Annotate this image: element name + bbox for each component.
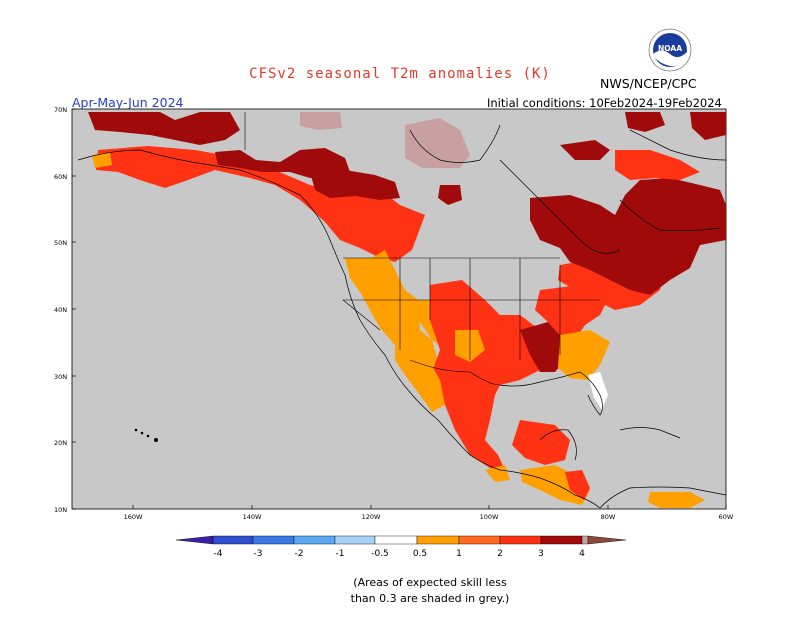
legend-swatch [540,535,583,545]
legend-arrow-low [175,535,214,545]
lat-tick-label: 60N [54,173,67,181]
season-label: Apr-May-Jun 2024 [72,95,184,110]
color-legend: -4 -3 -2 -1 -0.5 0.5 1 2 3 4 [175,535,627,559]
lon-tick-label: 100W [480,513,499,521]
anomaly-region [560,140,610,160]
noaa-logo-text: NOAA [658,44,682,53]
anomaly-region [520,322,565,372]
noaa-logo-icon: NOAA [648,28,692,72]
lat-tick-label: 70N [54,106,67,114]
anomaly-region [92,152,112,168]
anomaly-region [215,148,350,178]
lat-tick-label: 50N [54,239,67,247]
anomaly-region [535,285,610,340]
map-title: CFSv2 seasonal T2m anomalies (K) [249,66,551,82]
skill-note-line: (Areas of expected skill less [353,576,507,589]
anomaly-region [615,150,700,180]
anomaly-region [310,170,400,200]
anomaly-region [530,178,726,295]
lon-tick-label: 160W [124,513,143,521]
anomaly-region [345,250,440,372]
legend-tick-label: -2 [295,549,304,559]
legend-tick-label: -4 [214,549,223,559]
lon-tick-label: 120W [362,513,381,521]
lat-tick-label: 10N [54,506,67,514]
hawaii-islands [134,428,158,442]
legend-swatch [374,535,418,545]
legend-swatch [458,535,501,545]
legend-tick-label: 4 [579,549,585,559]
axis-ticks [72,108,727,510]
anomaly-region [395,345,445,412]
political-borders [244,112,600,386]
lat-tick-label: 20N [54,439,67,447]
anomaly-region [690,112,726,140]
initial-conditions-label: Initial conditions: 10Feb2024-19Feb2024 [487,96,722,110]
lat-tick-label: 40N [54,306,67,314]
legend-tick-label: 1 [456,549,462,559]
lon-tick-label: 80W [601,513,616,521]
legend-tick-label: -0.5 [371,549,389,559]
legend-tick-label: -1 [336,549,345,559]
agency-label: NWS/NCEP/CPC [600,76,697,91]
anomaly-region [625,112,665,132]
legend-swatch [293,535,336,545]
legend-arrow-high [587,535,627,545]
anomaly-region [438,185,462,205]
legend-swatch [212,535,254,545]
coastlines [77,124,727,509]
anomaly-region [96,146,425,262]
legend-swatch [499,535,542,545]
anomaly-region [405,118,470,168]
anomaly-region [485,465,510,482]
anomaly-region [430,280,545,470]
lon-tick-label: 140W [243,513,262,521]
anomaly-shading [88,112,726,508]
skill-note-line: than 0.3 are shaded in grey.) [350,592,510,605]
legend-swatch [252,535,295,545]
legend-tick-label: 3 [538,549,544,559]
lat-tick-label: 30N [54,373,67,381]
anomaly-region [512,420,570,465]
anomaly-region [300,112,342,130]
anomaly-region [565,470,590,500]
anomaly-region [648,492,705,508]
legend-swatch [581,535,589,545]
skill-note: (Areas of expected skill less than 0.3 a… [310,575,550,607]
legend-tick-label: -3 [254,549,263,559]
anomaly-region [558,330,610,380]
anomaly-region [88,112,240,145]
legend-swatch [416,535,460,545]
legend-tick-label: 2 [497,549,503,559]
lon-tick-label: 60W [719,513,734,521]
legend-tick-label: 0.5 [413,549,427,559]
legend-swatch [334,535,376,545]
